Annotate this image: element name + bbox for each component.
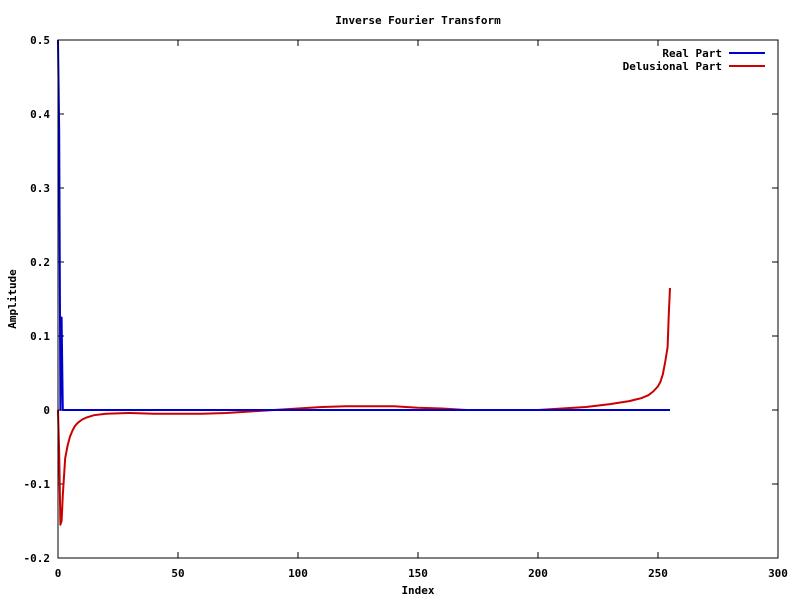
plot-frame — [57, 39, 779, 559]
y-tick-label: 0.2 — [30, 256, 50, 269]
x-axis-label: Index — [401, 584, 434, 597]
x-tick-label: 150 — [408, 567, 428, 580]
series-line-real-part — [57, 39, 670, 411]
chart-title: Inverse Fourier Transform — [335, 14, 501, 27]
series-layer — [57, 39, 671, 526]
y-tick-label: 0.1 — [30, 330, 50, 343]
y-tick-label: -0.2 — [24, 552, 51, 565]
y-tick-label: 0.4 — [30, 108, 50, 121]
axes: 0 50 100 150 200 250 300 -0.2 -0.1 0 0.1 0.2 0.3 0.4 0… — [24, 34, 788, 580]
y-tick-label: 0.3 — [30, 182, 50, 195]
y-axis-label: Amplitude — [6, 269, 19, 329]
legend-label-delusional-part: Delusional Part — [623, 60, 722, 73]
x-tick-label: 300 — [768, 567, 788, 580]
x-tick-label: 100 — [288, 567, 308, 580]
y-tick-label: 0 — [43, 404, 50, 417]
y-tick-label: 0.5 — [30, 34, 50, 47]
x-tick-label: 50 — [171, 567, 184, 580]
x-tick-label: 0 — [55, 567, 62, 580]
x-tick-label: 200 — [528, 567, 548, 580]
y-tick-label: -0.1 — [24, 478, 51, 491]
series-line-delusional-part — [57, 287, 671, 526]
legend-label-real-part: Real Part — [662, 47, 722, 60]
x-tick-label: 250 — [648, 567, 668, 580]
